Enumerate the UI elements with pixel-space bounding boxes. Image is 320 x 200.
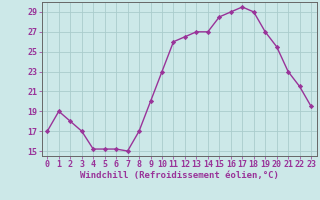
X-axis label: Windchill (Refroidissement éolien,°C): Windchill (Refroidissement éolien,°C) [80, 171, 279, 180]
